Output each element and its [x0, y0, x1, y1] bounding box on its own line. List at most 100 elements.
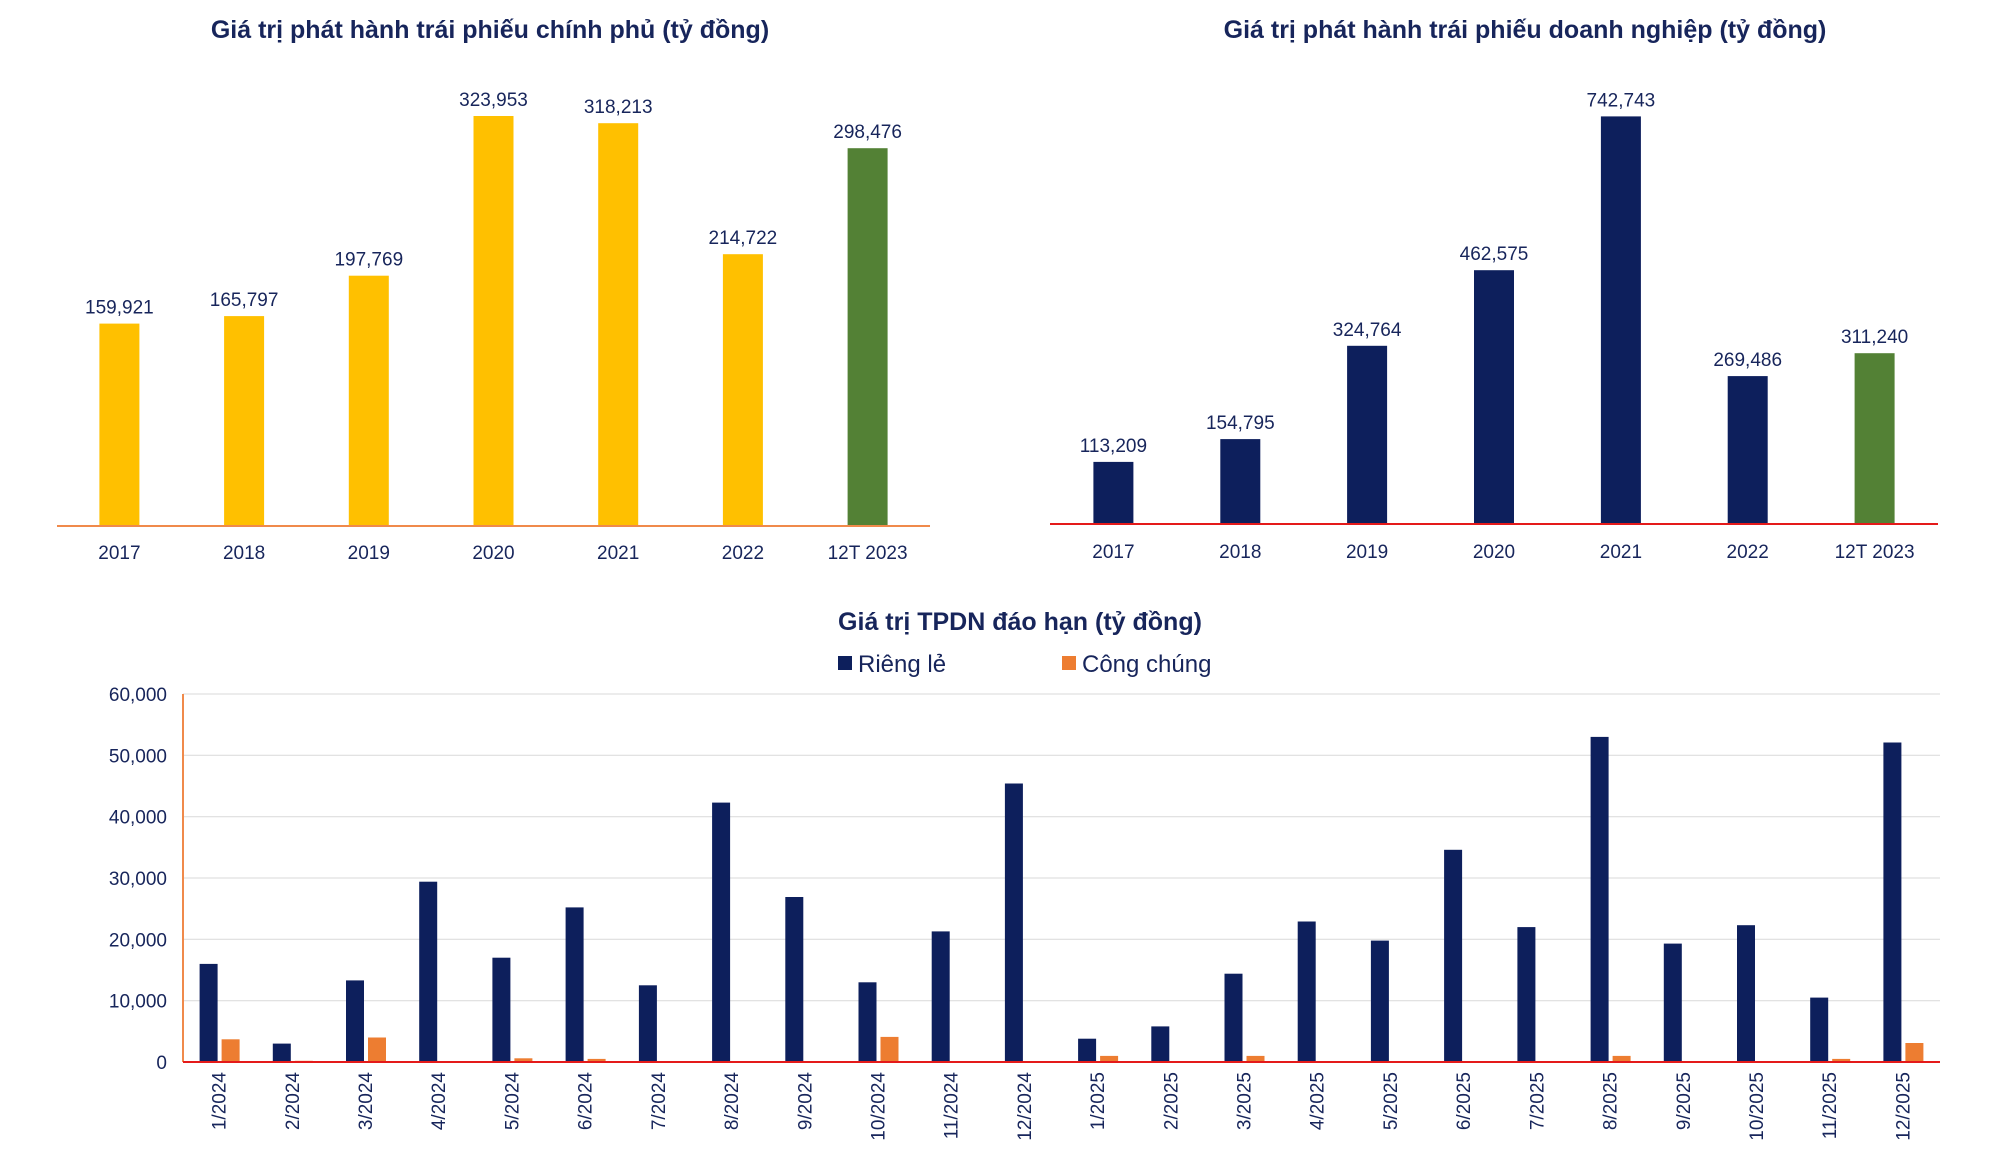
maturity-bar-rieng-le: [565, 907, 584, 1062]
maturity-bar-rieng-le: [1004, 783, 1023, 1062]
maturity-bar-rieng-le: [1517, 927, 1536, 1062]
maturity-bar-cong-chung: [514, 1058, 533, 1062]
corp-bond-bar: [1600, 116, 1641, 525]
maturity-x-tick-label: 6/2024: [576, 1072, 597, 1131]
maturity-x-tick-label: 10/2024: [869, 1072, 890, 1141]
maturity-x-tick-label: 1/2024: [210, 1072, 231, 1131]
maturity-y-tick-label: 20,000: [109, 930, 167, 951]
gov-bond-value-label: 318,213: [584, 97, 653, 118]
maturity-bar-rieng-le: [419, 881, 438, 1062]
maturity-x-tick-label: 12/2025: [1893, 1072, 1914, 1141]
maturity-bar-rieng-le: [931, 931, 950, 1062]
gov-bond-value-label: 323,953: [459, 90, 528, 111]
maturity-bar-cong-chung: [1832, 1058, 1851, 1062]
maturity-bar-cong-chung: [1905, 1043, 1924, 1062]
maturity-bar-rieng-le: [1370, 940, 1389, 1062]
corp-bond-bar: [1474, 270, 1514, 524]
maturity-x-tick-label: 8/2025: [1601, 1072, 1622, 1130]
gov-bond-bar: [99, 323, 140, 526]
maturity-bar-cong-chung: [1246, 1055, 1265, 1062]
maturity-x-tick-label: 1/2025: [1088, 1072, 1109, 1130]
maturity-x-tick-label: 2/2024: [283, 1072, 304, 1131]
corp-bond-bar: [1220, 439, 1261, 524]
maturity-x-tick-label: 11/2024: [942, 1072, 963, 1140]
maturity-x-tick-label: 7/2024: [649, 1072, 670, 1131]
gov-bond-value-label: 214,722: [709, 228, 778, 249]
maturity-x-tick-label: 6/2025: [1454, 1072, 1475, 1130]
maturity-bar-rieng-le: [1297, 921, 1316, 1062]
legend: Riêng lẻ Công chúng: [838, 651, 1211, 678]
gov-bond-chart-title: Giá trị phát hành trái phiếu chính phủ (…: [211, 16, 769, 44]
corp-bond-bar: [1347, 345, 1388, 524]
maturity-bar-rieng-le: [272, 1043, 291, 1062]
corp-bond-value-label: 324,764: [1333, 320, 1402, 341]
maturity-bar-rieng-le: [1737, 925, 1755, 1062]
maturity-chart-title: Giá trị TPDN đáo hạn (tỷ đồng): [838, 608, 1202, 636]
maturity-bar-rieng-le: [492, 957, 511, 1062]
maturity-bar-rieng-le: [785, 897, 804, 1062]
gov-bond-value-label: 159,921: [85, 298, 154, 319]
corp-bond-category-label: 2019: [1346, 542, 1388, 563]
corp-bond-value-label: 742,743: [1587, 90, 1656, 111]
corp-bond-value-label: 113,209: [1080, 436, 1147, 457]
gov-bond-category-label: 2022: [722, 543, 764, 564]
legend-label-rieng-le: Riêng lẻ: [858, 651, 946, 678]
corp-bond-value-label: 154,795: [1206, 413, 1275, 434]
corp-bond-category-label: 2021: [1600, 542, 1642, 563]
maturity-x-tick-label: 5/2024: [502, 1072, 523, 1131]
maturity-bar-cong-chung: [368, 1037, 386, 1062]
legend-swatch-cong-chung: [1062, 656, 1076, 670]
corp-bond-bar: [1727, 376, 1768, 524]
maturity-x-tick-label: 3/2024: [356, 1072, 377, 1131]
maturity-x-tick-label: 2/2025: [1161, 1072, 1182, 1130]
corp-bond-bar: [1854, 353, 1895, 524]
gov-bond-category-label: 2019: [348, 543, 390, 564]
legend-swatch-rieng-le: [838, 656, 852, 670]
maturity-y-tick-label: 30,000: [109, 869, 167, 890]
gov-bond-bar: [847, 148, 888, 526]
maturity-x-tick-label: 8/2024: [722, 1072, 743, 1131]
gov-bond-category-label: 2020: [472, 543, 514, 564]
maturity-bar-rieng-le: [1151, 1026, 1170, 1062]
corp-bond-category-label: 2020: [1473, 542, 1515, 563]
maturity-bar-cong-chung: [1612, 1055, 1631, 1062]
maturity-bar-rieng-le: [1224, 973, 1243, 1062]
gov-bond-category-label: 2021: [597, 543, 639, 564]
corp-bond-category-label: 12T 2023: [1835, 542, 1915, 563]
maturity-x-tick-label: 11/2025: [1820, 1072, 1841, 1139]
maturity-bar-cong-chung: [587, 1058, 606, 1062]
gov-bond-bar: [473, 116, 514, 526]
legend-label-cong-chung: Công chúng: [1082, 651, 1211, 678]
gov-bond-chart: Giá trị phát hành trái phiếu chính phủ (…: [57, 16, 930, 564]
gov-bond-category-label: 2018: [223, 543, 265, 564]
corp-bond-category-label: 2017: [1092, 542, 1134, 563]
gov-bond-bar: [348, 275, 389, 526]
maturity-bar-rieng-le: [712, 802, 731, 1062]
maturity-bar-rieng-le: [1663, 943, 1682, 1062]
maturity-bar-rieng-le: [1078, 1038, 1097, 1062]
corp-bond-bar: [1093, 461, 1134, 524]
maturity-x-tick-label: 9/2024: [795, 1072, 816, 1131]
maturity-bar-rieng-le: [199, 963, 218, 1062]
maturity-x-tick-label: 7/2025: [1527, 1072, 1548, 1130]
maturity-bar-rieng-le: [1810, 997, 1829, 1062]
maturity-bar-rieng-le: [346, 980, 364, 1062]
gov-bond-bar: [722, 254, 763, 526]
maturity-bar-cong-chung: [221, 1039, 240, 1062]
maturity-bar-rieng-le: [1444, 849, 1463, 1062]
gov-bond-category-label: 2017: [98, 543, 140, 564]
maturity-y-tick-label: 60,000: [109, 685, 167, 706]
gov-bond-category-label: 12T 2023: [828, 543, 908, 564]
gov-bond-bar: [224, 316, 265, 526]
maturity-x-tick-label: 10/2025: [1747, 1072, 1768, 1141]
maturity-chart: Giá trị TPDN đáo hạn (tỷ đồng) Riêng lẻ …: [109, 608, 1940, 1141]
maturity-x-tick-label: 4/2025: [1308, 1072, 1329, 1130]
corp-bond-value-label: 269,486: [1713, 350, 1782, 371]
maturity-bar-rieng-le: [638, 985, 657, 1062]
corp-bond-value-label: 311,240: [1841, 327, 1908, 348]
maturity-x-tick-label: 5/2025: [1381, 1072, 1402, 1130]
gov-bond-value-label: 298,476: [833, 122, 902, 143]
maturity-bar-rieng-le: [1883, 742, 1902, 1062]
maturity-x-tick-label: 4/2024: [429, 1072, 450, 1131]
